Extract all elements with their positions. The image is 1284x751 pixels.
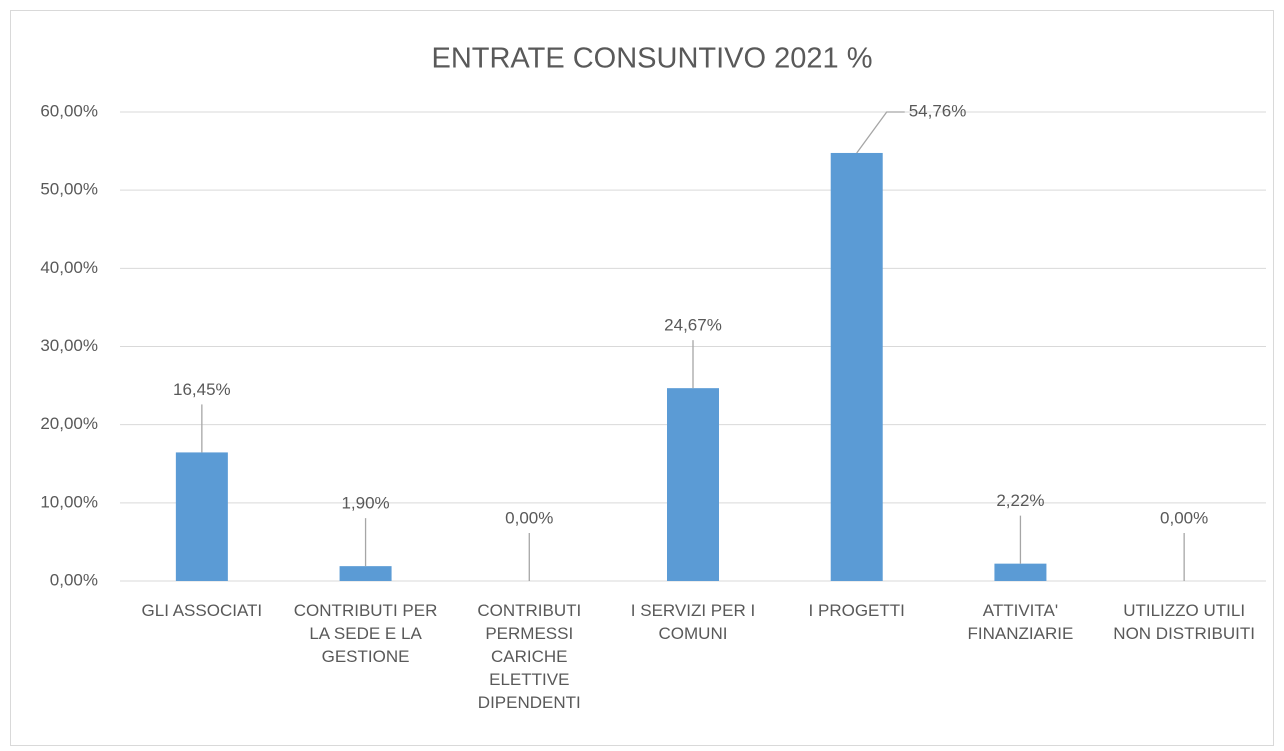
data-label: 16,45% xyxy=(173,380,231,399)
x-tick-label: I SERVIZI PER I COMUNI xyxy=(630,601,756,643)
data-label: 1,90% xyxy=(341,494,389,513)
bar xyxy=(667,388,719,581)
x-tick-label: I PROGETTI xyxy=(808,601,905,620)
y-tick-label: 40,00% xyxy=(40,258,98,277)
x-tick-label: CONTRIBUTI PERMESSI CARICHE ELETTIVE DIP… xyxy=(477,601,582,712)
data-label: 0,00% xyxy=(505,508,553,527)
bar xyxy=(830,152,883,581)
data-label: 24,67% xyxy=(664,316,722,335)
y-tick-label: 60,00% xyxy=(40,101,98,120)
chart-border xyxy=(10,10,1274,746)
bar xyxy=(339,566,392,581)
y-tick-label: 30,00% xyxy=(40,336,98,355)
y-tick-label: 20,00% xyxy=(40,414,98,433)
x-tick-label: CONTRIBUTI PER LA SEDE E LA GESTIONE xyxy=(293,601,438,666)
y-tick-label: 0,00% xyxy=(50,570,98,589)
data-label: 54,76% xyxy=(909,101,967,120)
data-label: 2,22% xyxy=(996,491,1044,510)
bar xyxy=(994,563,1047,581)
x-tick-label: ATTIVITA' FINANZIARIE xyxy=(967,601,1074,643)
y-tick-label: 10,00% xyxy=(40,492,98,511)
leader-line xyxy=(856,111,905,154)
bar xyxy=(175,452,228,581)
y-tick-label: 50,00% xyxy=(40,180,98,199)
data-label: 0,00% xyxy=(1160,508,1208,527)
x-tick-label: GLI ASSOCIATI xyxy=(141,601,263,620)
x-tick-label: UTILIZZO UTILI NON DISTRIBUITI xyxy=(1113,601,1255,643)
chart-title: ENTRATE CONSUNTIVO 2021 % xyxy=(431,43,872,75)
